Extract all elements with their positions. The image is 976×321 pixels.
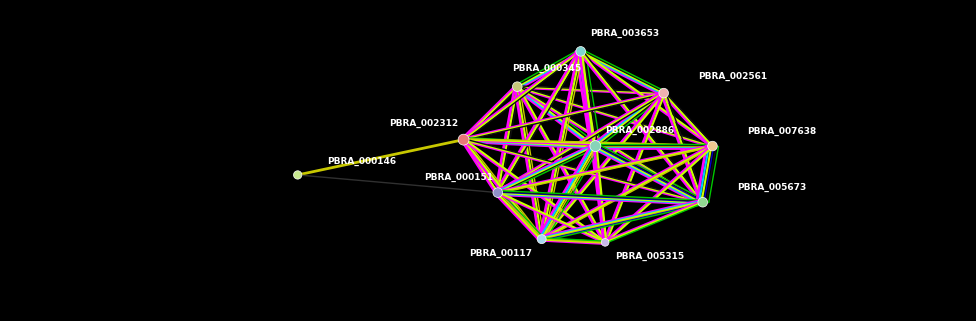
Ellipse shape xyxy=(708,141,717,151)
Ellipse shape xyxy=(493,188,503,197)
Ellipse shape xyxy=(590,141,601,152)
Ellipse shape xyxy=(294,171,302,179)
Text: PBRA_000146: PBRA_000146 xyxy=(327,157,396,166)
Text: PBRA_00117: PBRA_00117 xyxy=(468,249,532,258)
Text: PBRA_005315: PBRA_005315 xyxy=(615,252,684,261)
Ellipse shape xyxy=(576,47,586,56)
Ellipse shape xyxy=(537,235,547,244)
Ellipse shape xyxy=(601,239,609,246)
Text: PBRA_000345: PBRA_000345 xyxy=(512,64,582,73)
Ellipse shape xyxy=(512,82,522,91)
Text: PBRA_002561: PBRA_002561 xyxy=(698,72,767,81)
Text: PBRA_007638: PBRA_007638 xyxy=(747,127,816,136)
Ellipse shape xyxy=(458,134,469,145)
Ellipse shape xyxy=(659,88,669,98)
Text: PBRA_002312: PBRA_002312 xyxy=(389,119,459,128)
Text: PBRA_005673: PBRA_005673 xyxy=(737,183,806,192)
Ellipse shape xyxy=(698,197,708,207)
Text: PBRA_003653: PBRA_003653 xyxy=(590,29,660,38)
Text: PBRA_000151: PBRA_000151 xyxy=(424,173,493,182)
Text: PBRA_002886: PBRA_002886 xyxy=(605,126,674,135)
